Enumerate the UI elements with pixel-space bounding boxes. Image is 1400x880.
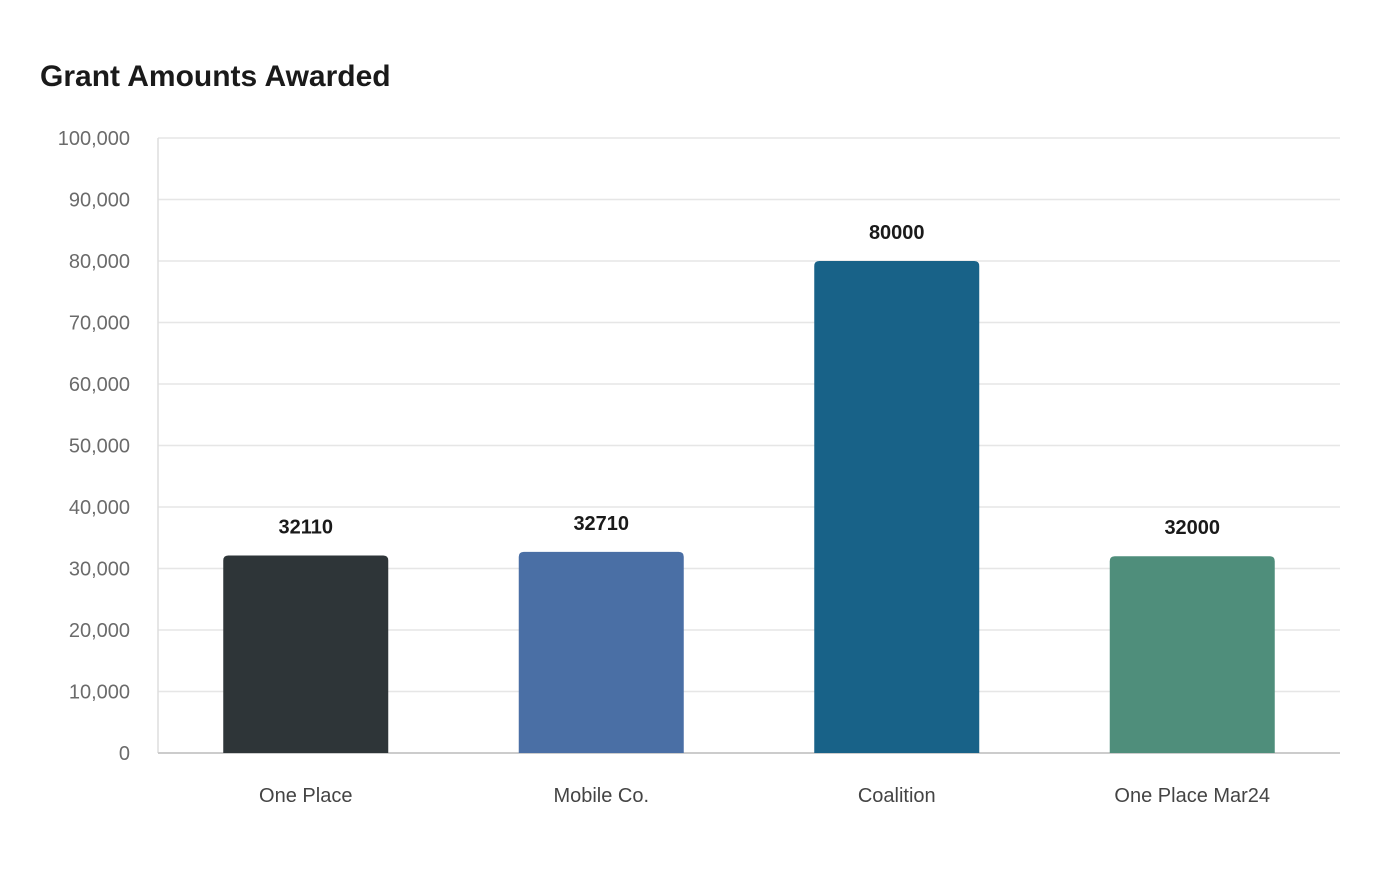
bars	[223, 261, 1275, 753]
y-tick-label: 100,000	[58, 128, 130, 150]
x-tick-label: Mobile Co.	[553, 785, 649, 807]
y-tick-label: 70,000	[69, 313, 130, 335]
data-label: 80000	[869, 222, 925, 244]
x-tick-label: One Place Mar24	[1114, 785, 1270, 807]
y-tick-label: 60,000	[69, 374, 130, 396]
data-label: 32000	[1164, 517, 1220, 539]
y-tick-label: 20,000	[69, 620, 130, 642]
y-tick-label: 30,000	[69, 559, 130, 581]
bar-one-place-mar24	[1109, 556, 1275, 753]
data-label: 32110	[278, 517, 333, 539]
bar-coalition	[814, 261, 980, 753]
y-tick-label: 50,000	[69, 436, 130, 458]
y-tick-label: 90,000	[69, 190, 130, 212]
y-tick-label: 80,000	[69, 251, 130, 273]
bar-one-place	[223, 555, 389, 753]
data-label: 32710	[573, 513, 629, 535]
y-tick-label: 10,000	[69, 682, 130, 704]
y-tick-label: 40,000	[69, 497, 130, 519]
chart-title: Grant Amounts Awarded	[40, 60, 391, 93]
axes: 0 10,000 20,000 30,000 40,000 50,000 60,000 70,…	[58, 128, 1340, 765]
x-tick-label: Coalition	[858, 785, 936, 807]
labels: 32110 One Place 32710 Mobile Co. 80000 Coalit…	[259, 222, 1270, 807]
bar-mobile-co	[518, 551, 684, 753]
y-tick-label: 0	[119, 743, 130, 765]
x-tick-label: One Place	[259, 785, 352, 807]
